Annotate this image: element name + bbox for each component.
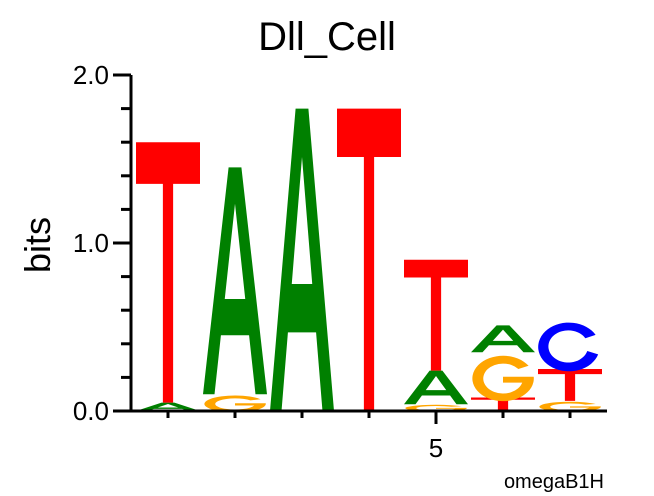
- axes: 0.0 1.0 2.0 5: [73, 60, 607, 463]
- logo-letter-A: [270, 108, 334, 411]
- logo-letter-A: [471, 325, 535, 353]
- logo-letter-T: [337, 108, 401, 411]
- logo-letter-G: [204, 395, 266, 413]
- x-tick-label: 5: [429, 433, 443, 463]
- logo-letter-G: [539, 401, 601, 412]
- y-axis-label: bits: [17, 217, 58, 273]
- logo-letter-G: [472, 355, 534, 402]
- logo-letter-A: [404, 370, 468, 405]
- logo-letter-T: [538, 369, 602, 401]
- logo-letter-T: [136, 142, 200, 403]
- logo-letter-T: [404, 259, 468, 371]
- y-tick-label: 1.0: [73, 228, 109, 258]
- chart-title: Dll_Cell: [258, 15, 396, 59]
- logo-letter-T: [471, 397, 535, 411]
- y-tick-label: 0.0: [73, 396, 109, 426]
- letter-stacks: [136, 108, 602, 413]
- logo-letter-C: [538, 322, 599, 372]
- logo-letter-A: [136, 402, 200, 411]
- y-tick-label: 2.0: [73, 60, 109, 90]
- footer-label: omegaB1H: [504, 471, 604, 493]
- logo-letter-A: [203, 167, 267, 395]
